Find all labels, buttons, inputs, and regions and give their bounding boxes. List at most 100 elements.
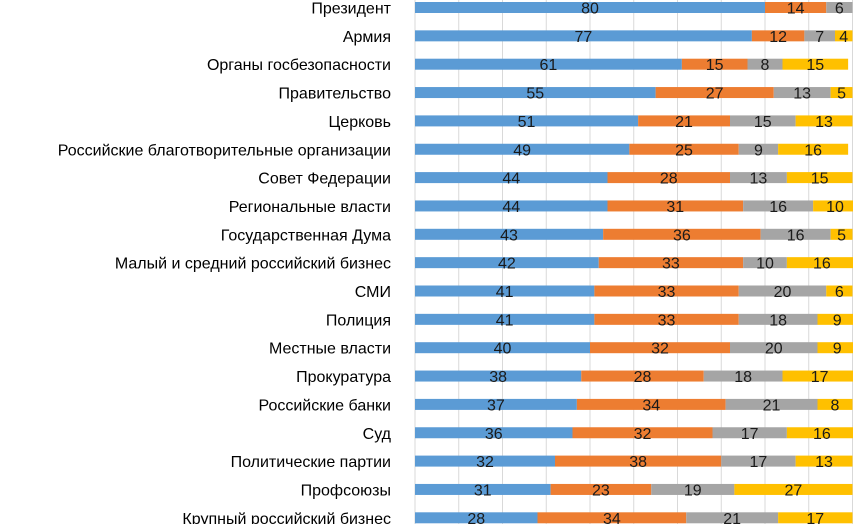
category-label: Крупный российский бизнес bbox=[182, 511, 391, 524]
bar-segment-series-3 bbox=[773, 87, 831, 99]
bar-segment-series-3 bbox=[686, 512, 779, 524]
data-label: 8 bbox=[761, 57, 770, 74]
bar-segment-series-2 bbox=[681, 58, 748, 70]
data-label: 16 bbox=[787, 227, 805, 244]
data-label: 77 bbox=[575, 29, 593, 46]
data-label: 32 bbox=[476, 454, 494, 471]
data-label: 5 bbox=[837, 227, 846, 244]
bar-segment-series-2 bbox=[603, 228, 761, 240]
data-label: 10 bbox=[756, 256, 774, 273]
data-label: 55 bbox=[526, 86, 544, 103]
bar-segment-series-1 bbox=[415, 115, 639, 127]
data-label: 15 bbox=[706, 57, 724, 74]
bar-segment-series-4 bbox=[830, 87, 853, 99]
data-label: 80 bbox=[581, 1, 599, 18]
category-labels: Президент Армия Органы госбезопасности Прав… bbox=[58, 1, 392, 524]
bar-segment-series-1 bbox=[415, 143, 630, 155]
data-label: 17 bbox=[750, 454, 768, 471]
bar-segment-series-3 bbox=[738, 285, 827, 297]
category-label: Малый и средний российский бизнес bbox=[115, 256, 391, 273]
bar-segment-series-1 bbox=[415, 342, 590, 354]
bar-segment-series-4 bbox=[826, 285, 853, 297]
data-label: 9 bbox=[754, 142, 763, 159]
data-label: 8 bbox=[831, 397, 840, 414]
category-label: Профсоюзы bbox=[301, 482, 391, 499]
data-label: 27 bbox=[785, 482, 803, 499]
bar-segment-series-1 bbox=[415, 228, 604, 240]
bar-segment-series-4 bbox=[817, 398, 853, 410]
data-label: 44 bbox=[502, 199, 520, 216]
category-label: Политические партии bbox=[231, 454, 391, 471]
data-label: 12 bbox=[769, 29, 787, 46]
bar-segment-series-3 bbox=[760, 228, 831, 240]
data-label: 32 bbox=[634, 426, 652, 443]
bar-segment-series-4 bbox=[795, 455, 853, 467]
category-label: Российские банки bbox=[259, 397, 392, 414]
data-label: 41 bbox=[496, 284, 514, 301]
data-label: 38 bbox=[629, 454, 647, 471]
data-label: 13 bbox=[815, 454, 833, 471]
category-label: Правительство bbox=[279, 86, 392, 103]
data-label: 16 bbox=[804, 142, 822, 159]
bar-segment-series-1 bbox=[415, 257, 599, 269]
data-label: 16 bbox=[813, 256, 831, 273]
data-label: 43 bbox=[500, 227, 518, 244]
data-label: 19 bbox=[684, 482, 702, 499]
bar-segment-series-3 bbox=[725, 398, 818, 410]
bar-segment-series-4 bbox=[734, 483, 853, 495]
data-label: 33 bbox=[658, 312, 676, 329]
bar-segment-series-2 bbox=[590, 342, 730, 354]
category-label: Совет Федерации bbox=[258, 171, 391, 188]
data-label: 36 bbox=[673, 227, 691, 244]
data-label: 13 bbox=[793, 86, 811, 103]
data-label: 7 bbox=[815, 29, 824, 46]
bar-segment-series-2 bbox=[765, 2, 827, 13]
bar-segment-series-1 bbox=[415, 58, 682, 70]
bar-segment-series-3 bbox=[738, 143, 779, 155]
bar-segment-series-3 bbox=[747, 58, 783, 70]
data-label: 16 bbox=[769, 199, 787, 216]
category-label: Суд bbox=[363, 426, 392, 443]
bar-segment-series-4 bbox=[786, 427, 853, 439]
data-label: 23 bbox=[592, 482, 610, 499]
bar-segment-series-1 bbox=[415, 370, 582, 382]
bar-segment-series-2 bbox=[576, 398, 726, 410]
bar-segment-series-2 bbox=[629, 143, 739, 155]
bar-segment-series-2 bbox=[598, 257, 744, 269]
category-label: Российские благотворительные организации bbox=[58, 142, 391, 159]
data-label: 25 bbox=[675, 142, 693, 159]
data-label: 20 bbox=[765, 341, 783, 358]
data-label: 36 bbox=[485, 426, 503, 443]
data-label: 34 bbox=[642, 397, 660, 414]
bar-segment-series-2 bbox=[555, 455, 722, 467]
bar-segment-series-2 bbox=[594, 313, 739, 325]
data-label: 21 bbox=[763, 397, 781, 414]
category-label: Полиция bbox=[326, 312, 391, 329]
category-label: Прокуратура bbox=[296, 369, 391, 386]
data-label: 14 bbox=[787, 1, 805, 18]
data-label: 38 bbox=[489, 369, 507, 386]
bar-segment-series-3 bbox=[743, 200, 814, 212]
data-label: 42 bbox=[498, 256, 516, 273]
data-label: 20 bbox=[774, 284, 792, 301]
data-label: 32 bbox=[651, 341, 669, 358]
bar-segment-series-3 bbox=[712, 427, 787, 439]
bar-segment-series-2 bbox=[751, 30, 805, 42]
category-label: СМИ bbox=[355, 284, 391, 301]
data-label: 44 bbox=[502, 171, 520, 188]
bar-segment-series-3 bbox=[730, 115, 796, 127]
bar-segment-series-4 bbox=[835, 30, 853, 42]
category-label: Органы госбезопасности bbox=[207, 57, 391, 74]
bar-segment-series-3 bbox=[730, 172, 787, 184]
category-label: Местные власти bbox=[269, 341, 391, 358]
bar-segment-series-2 bbox=[537, 512, 687, 524]
bar-segment-series-4 bbox=[795, 115, 853, 127]
data-label: 41 bbox=[496, 312, 514, 329]
data-label: 16 bbox=[813, 426, 831, 443]
bar-segment-series-2 bbox=[607, 200, 744, 212]
data-label: 10 bbox=[826, 199, 844, 216]
category-label: Региональные власти bbox=[229, 199, 391, 216]
data-label: 17 bbox=[741, 426, 759, 443]
data-label: 61 bbox=[540, 57, 558, 74]
